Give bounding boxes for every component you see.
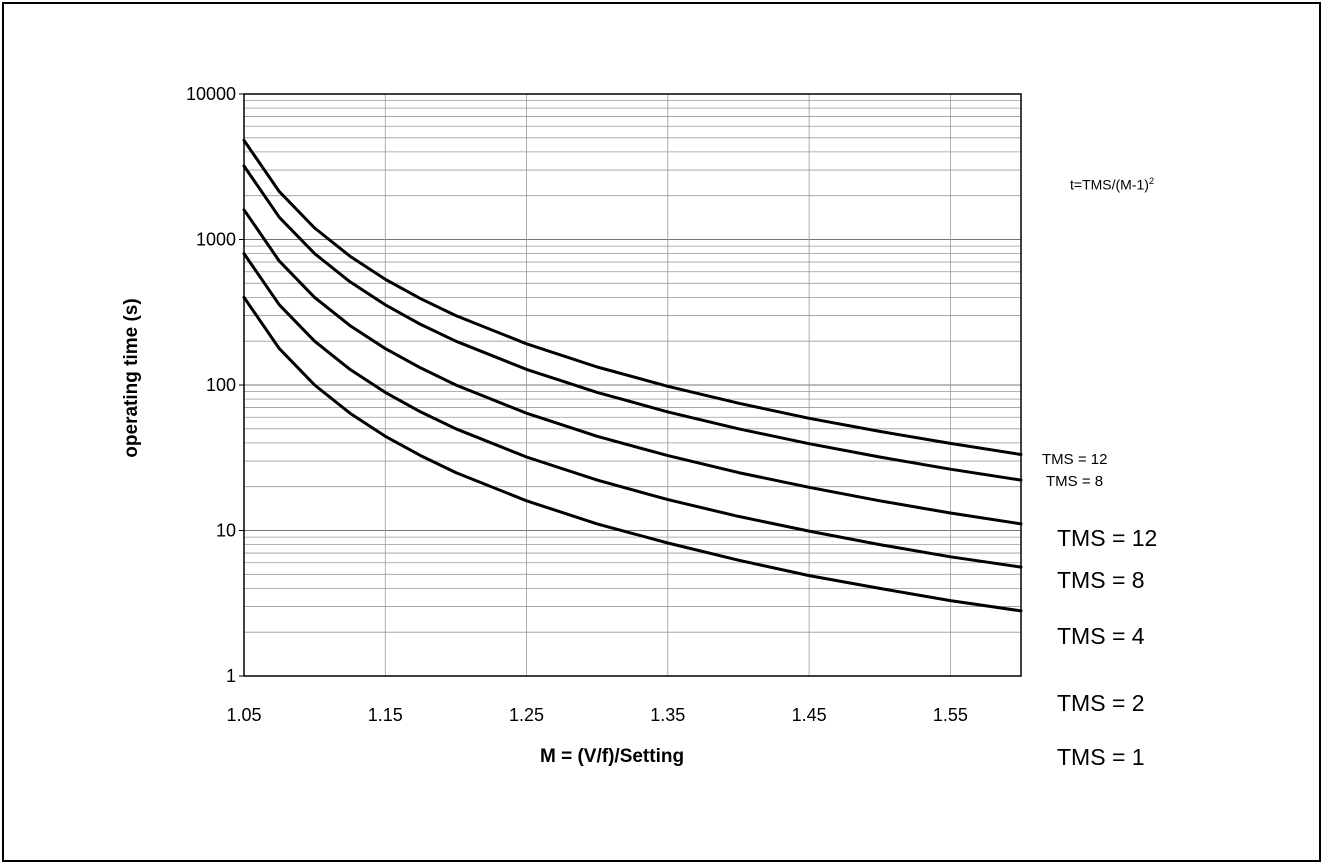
series-line (242, 164, 1023, 482)
x-tick-label: 1.25 (509, 705, 544, 725)
end-label-tms-8: TMS = 8 (1046, 473, 1104, 490)
y-tick-label: 10 (216, 521, 236, 541)
series-lines (242, 138, 1023, 613)
x-tick-label: 1.05 (226, 705, 261, 725)
y-tick-label: 10000 (186, 84, 236, 104)
equation-label: t=TMS/(M-1)2 (1070, 176, 1154, 193)
tick-labels: 1.05 1.15 1.25 1.35 1.45 1.55 1 10 100 1000 10000 (186, 84, 968, 725)
y-axis-title: operating time (s) (121, 298, 142, 458)
y-tick-label: 100 (206, 375, 236, 395)
y-tick-label: 1000 (196, 230, 236, 250)
series-line (242, 252, 1023, 569)
y-tick-label: 1 (226, 666, 236, 686)
x-tick-label: 1.15 (368, 705, 403, 725)
x-axis-title: M = (V/f)/Setting (540, 746, 685, 767)
series-line (242, 138, 1023, 456)
side-label-tms-8: TMS = 8 (1057, 567, 1145, 593)
x-tick-label: 1.55 (933, 705, 968, 725)
grid (243, 94, 1021, 677)
x-tick-label: 1.35 (650, 705, 685, 725)
series-line (242, 295, 1023, 613)
side-label-tms-1: TMS = 1 (1057, 744, 1145, 770)
end-label-tms-12: TMS = 12 (1042, 451, 1108, 468)
side-label-tms-12: TMS = 12 (1057, 525, 1158, 551)
series-line (242, 208, 1023, 526)
side-label-tms-2: TMS = 2 (1057, 690, 1145, 716)
x-tick-label: 1.45 (792, 705, 827, 725)
side-label-tms-4: TMS = 4 (1057, 623, 1145, 649)
